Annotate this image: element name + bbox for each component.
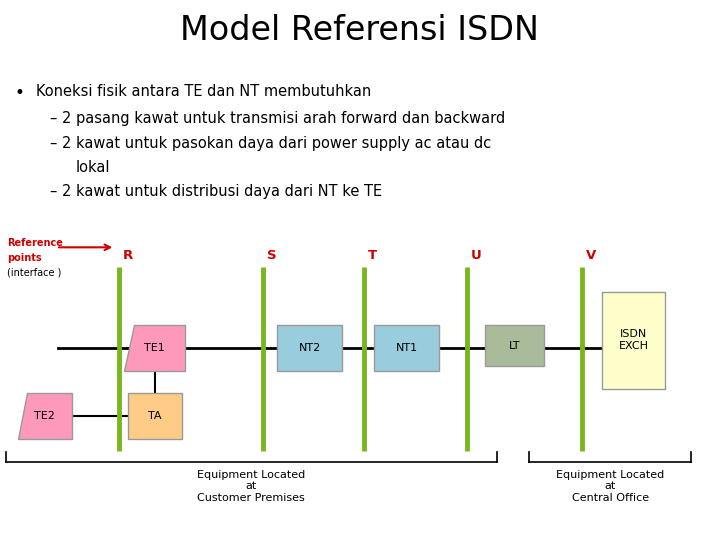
FancyBboxPatch shape <box>128 393 181 438</box>
Polygon shape <box>124 325 186 372</box>
Text: •: • <box>14 84 24 102</box>
FancyBboxPatch shape <box>277 325 342 372</box>
Text: S: S <box>267 249 276 262</box>
Text: Equipment Located
at
Central Office: Equipment Located at Central Office <box>556 470 665 503</box>
Text: Koneksi fisik antara TE dan NT membutuhkan: Koneksi fisik antara TE dan NT membutuhk… <box>36 84 372 99</box>
Text: NT1: NT1 <box>396 343 418 353</box>
Text: U: U <box>471 249 482 262</box>
Text: – 2 kawat untuk distribusi daya dari NT ke TE: – 2 kawat untuk distribusi daya dari NT … <box>50 184 382 199</box>
Text: (interface ): (interface ) <box>7 267 62 278</box>
Text: LT: LT <box>509 341 521 350</box>
FancyBboxPatch shape <box>485 325 544 366</box>
Text: R: R <box>123 249 133 262</box>
Text: V: V <box>586 249 596 262</box>
Text: – 2 pasang kawat untuk transmisi arah forward dan backward: – 2 pasang kawat untuk transmisi arah fo… <box>50 111 505 126</box>
Text: – 2 kawat untuk pasokan daya dari power supply ac atau dc: – 2 kawat untuk pasokan daya dari power … <box>50 136 492 151</box>
Text: points: points <box>7 253 42 263</box>
FancyBboxPatch shape <box>374 325 439 372</box>
Text: Model Referensi ISDN: Model Referensi ISDN <box>181 14 539 46</box>
Text: NT2: NT2 <box>299 343 320 353</box>
Text: Reference: Reference <box>7 238 63 248</box>
Text: TE1: TE1 <box>145 343 165 353</box>
Polygon shape <box>17 393 72 438</box>
Text: Equipment Located
at
Customer Premises: Equipment Located at Customer Premises <box>197 470 305 503</box>
Text: T: T <box>368 249 377 262</box>
FancyBboxPatch shape <box>602 292 665 389</box>
Text: TA: TA <box>148 411 161 421</box>
Text: TE2: TE2 <box>35 411 55 421</box>
Text: ISDN
EXCH: ISDN EXCH <box>618 329 649 351</box>
Text: lokal: lokal <box>76 160 110 176</box>
